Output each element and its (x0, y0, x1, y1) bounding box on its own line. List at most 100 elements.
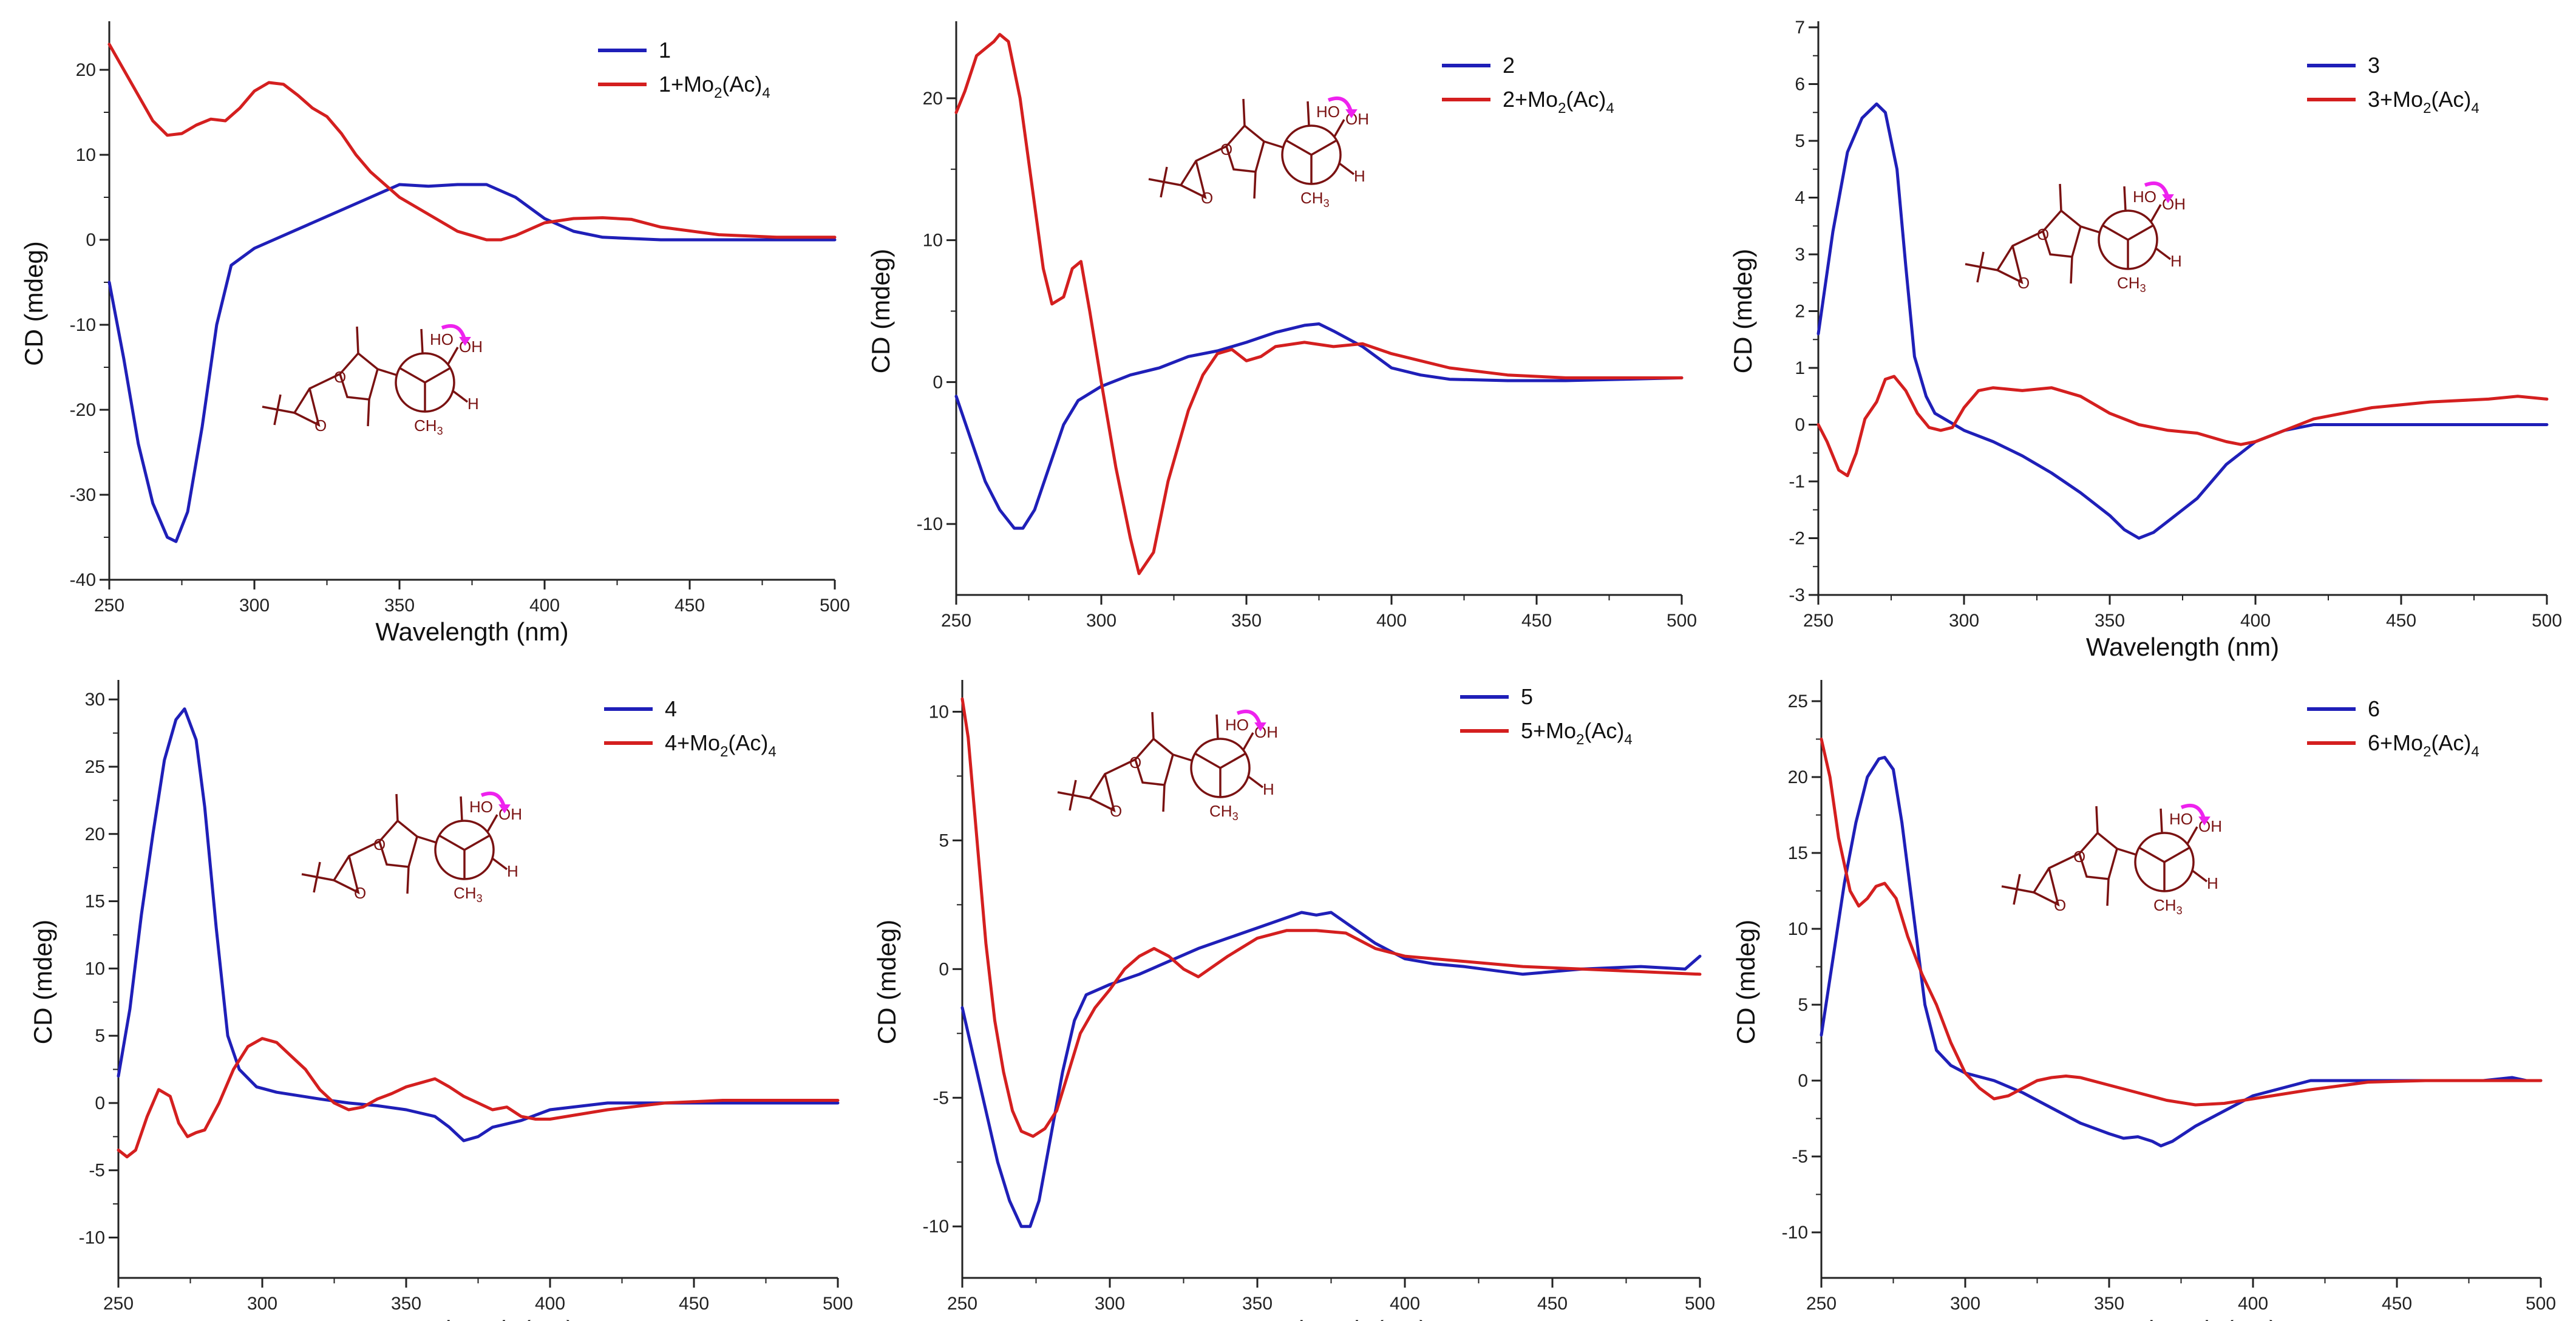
atom-h-label: H (1263, 780, 1274, 798)
x-tick-label: 350 (391, 1294, 421, 1314)
atom-ch3-label: CH3 (454, 884, 483, 905)
y-tick-label: -20 (70, 400, 96, 420)
y-tick-label: -10 (79, 1228, 105, 1248)
series-line-compound (960, 911, 1702, 1228)
x-tick-label: 350 (2095, 611, 2125, 631)
legend-label-compound: 1 (659, 38, 671, 63)
x-tick-label: 250 (103, 1294, 134, 1314)
x-tick-label: 500 (1685, 1294, 1715, 1314)
x-tick-label: 450 (1537, 1294, 1568, 1314)
x-tick-label: 450 (2386, 611, 2416, 631)
x-axis-title: Wavelength (nm) (1234, 1316, 1427, 1321)
series-line-mo-complex (960, 697, 1702, 1138)
x-axis-title: Wavelength (nm) (2086, 633, 2279, 661)
x-tick-label: 250 (1803, 611, 1833, 631)
atom-o-label: O (2073, 847, 2085, 866)
legend-label-mo-complex: 4+Mo2(Ac)4 (665, 730, 777, 760)
y-tick-label: 10 (1788, 919, 1808, 939)
x-tick-label: 500 (1667, 611, 1697, 631)
series-line-compound (117, 707, 840, 1143)
y-tick-label: 10 (929, 702, 949, 722)
y-axis-title: CD (mdeg) (29, 920, 57, 1044)
ring (1225, 124, 1265, 173)
y-tick-label: 5 (95, 1026, 105, 1046)
x-tick-label: 350 (2094, 1294, 2124, 1314)
x-tick-label: 450 (679, 1294, 709, 1314)
legend-label-mo-complex: 2+Mo2(Ac)4 (1503, 87, 1614, 117)
y-axis-title: CD (mdeg) (1731, 920, 1760, 1044)
y-tick-label: 3 (1795, 245, 1805, 265)
cd-panel-2: 250 300 350 400 450 500 -10 0 10 20 CD (mdeg) 2 2+Mo… (866, 21, 1697, 631)
y-axis-title: CD (mdeg) (872, 920, 901, 1044)
atom-ho-label: HO (430, 330, 454, 348)
y-tick-label: 4 (1795, 188, 1805, 208)
y-tick-label: -1 (1789, 472, 1805, 492)
cd-panel-3: 250 300 350 400 450 500 -3 -2 -1 0 1 2 3 4 5 6 7 Waveleng… (1728, 18, 2562, 661)
atom-o-label: O (2017, 274, 2030, 292)
x-tick-label: 500 (823, 1294, 853, 1314)
y-tick-label: 10 (85, 959, 105, 979)
ring (378, 819, 418, 868)
legend-label-compound: 2 (1503, 53, 1515, 78)
legend: 3 3+Mo2(Ac)4 (2307, 53, 2479, 117)
atom-ch3-label: CH3 (1300, 189, 1330, 209)
y-tick-label: 15 (85, 892, 105, 912)
y-tick-label: -10 (923, 1217, 949, 1237)
atom-ho-label: HO (1316, 103, 1340, 121)
x-tick-label: 300 (1949, 611, 1979, 631)
y-tick-label: -5 (1792, 1147, 1808, 1167)
y-axis-title: CD (mdeg) (1728, 249, 1757, 373)
atom-o-label: O (1220, 140, 1232, 158)
atom-o-label: O (373, 835, 386, 854)
y-tick-label: 7 (1795, 18, 1805, 38)
y-tick-label: 25 (1788, 691, 1808, 711)
y-tick-label: 20 (923, 89, 943, 109)
x-tick-label: 450 (675, 596, 705, 616)
legend-label-compound: 4 (665, 696, 677, 721)
x-tick-label: 300 (247, 1294, 277, 1314)
y-tick-label: -30 (70, 485, 96, 505)
y-tick-label: -40 (70, 570, 96, 590)
x-tick-label: 500 (2532, 611, 2562, 631)
y-tick-label: 20 (85, 824, 105, 844)
series-line-compound (954, 322, 1684, 530)
y-tick-label: 0 (1798, 1071, 1808, 1091)
x-tick-label: 400 (1376, 611, 1407, 631)
atom-ho-label: HO (2133, 188, 2156, 206)
y-tick-label: 6 (1795, 75, 1805, 95)
x-tick-label: 300 (1095, 1294, 1125, 1314)
series-line-mo-complex (117, 1037, 840, 1159)
atom-ho-label: HO (1225, 716, 1249, 734)
series-line-compound (1820, 756, 2543, 1147)
legend-label-compound: 3 (2368, 53, 2380, 78)
x-tick-label: 250 (947, 1294, 977, 1314)
x-tick-label: 400 (2238, 1294, 2268, 1314)
y-tick-label: 5 (939, 830, 949, 851)
series-line-compound (107, 183, 837, 543)
x-tick-label: 350 (1231, 611, 1262, 631)
cd-panel-5: 250 300 350 400 450 500 -10 -5 0 5 10 Wavelength (n… (872, 680, 1715, 1321)
ring (2042, 209, 2082, 258)
atom-ch3-label: CH3 (414, 416, 443, 437)
ring (2078, 831, 2118, 880)
atom-ch3-label: CH3 (2153, 896, 2183, 917)
y-tick-label: 30 (85, 690, 105, 710)
atom-ho-label: HO (469, 798, 493, 816)
y-tick-label: -10 (917, 514, 943, 534)
y-tick-label: -10 (70, 315, 96, 335)
y-tick-label: 1 (1795, 358, 1805, 378)
y-axis-title: CD (mdeg) (19, 241, 48, 365)
x-tick-label: 500 (2526, 1294, 2556, 1314)
x-axis-title: Wavelength (nm) (375, 617, 568, 646)
x-tick-label: 400 (535, 1294, 565, 1314)
atom-o-label: O (354, 884, 366, 902)
x-axis-title: Wavelength (nm) (2084, 1316, 2277, 1321)
y-tick-label: 5 (1795, 131, 1805, 151)
atom-h-label: H (2170, 252, 2182, 270)
